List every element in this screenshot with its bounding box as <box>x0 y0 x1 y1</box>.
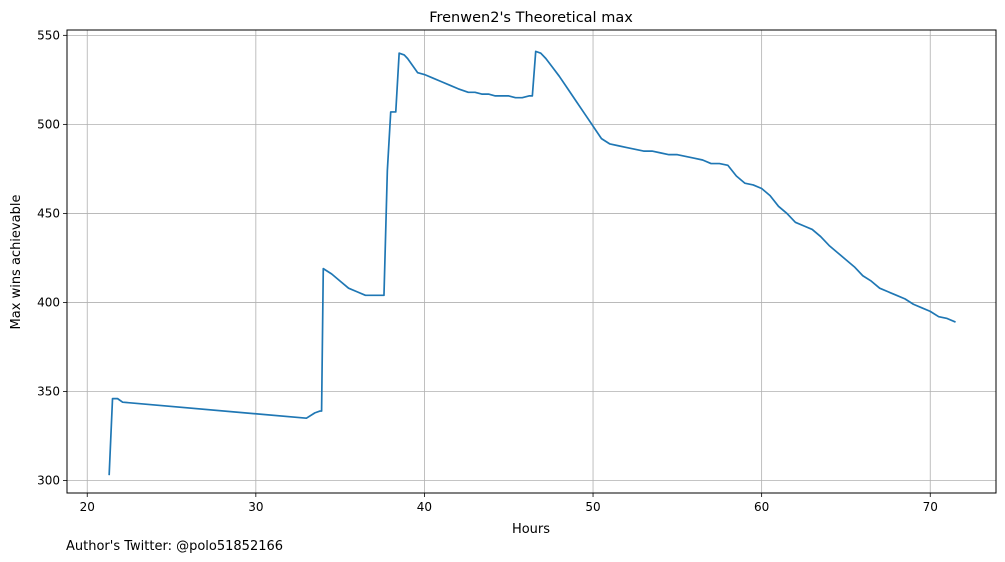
x-axis-label: Hours <box>512 522 550 537</box>
y-tick-label: 500 <box>37 117 60 131</box>
chart-title: Frenwen2's Theoretical max <box>429 10 633 26</box>
y-axis-label: Max wins achievable <box>9 195 24 330</box>
series-line <box>108 50 956 476</box>
plot-background <box>67 30 996 493</box>
grid <box>67 30 996 493</box>
x-tick-label: 50 <box>585 500 600 514</box>
series <box>108 50 956 476</box>
x-tick-label: 70 <box>923 500 938 514</box>
x-tick-label: 40 <box>417 500 432 514</box>
y-tick-label: 300 <box>37 474 60 488</box>
author-footnote: Author's Twitter: @polo51852166 <box>66 539 283 554</box>
y-tick-label: 350 <box>37 384 60 398</box>
x-tick-label: 20 <box>80 500 95 514</box>
y-tick-label: 550 <box>37 28 60 42</box>
y-tick-label: 450 <box>37 206 60 220</box>
x-tick-label: 60 <box>754 500 769 514</box>
ticks: 20 30 40 50 60 70 300 350 400 450 500 550 <box>37 28 938 514</box>
y-tick-label: 400 <box>37 295 60 309</box>
x-tick-label: 30 <box>248 500 263 514</box>
plot-frame <box>66 29 997 494</box>
